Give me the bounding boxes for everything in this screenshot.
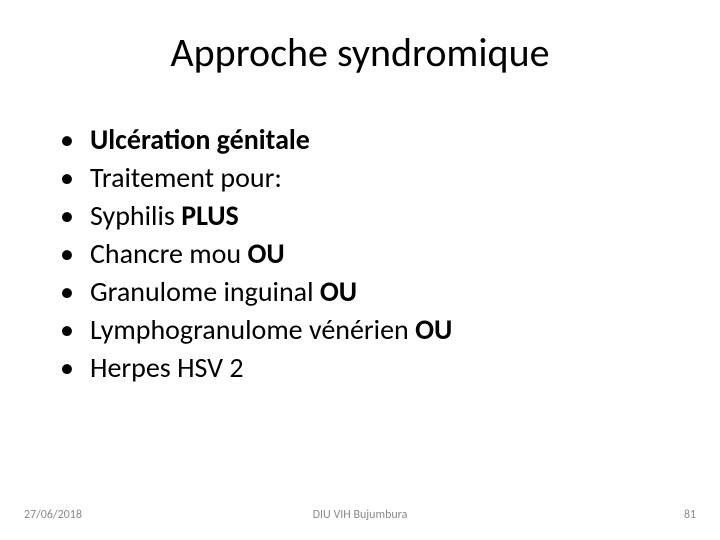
slide: Approche syndromique Ulcération génitale… <box>0 0 720 540</box>
bullet-plain: Herpes HSV 2 <box>90 350 244 385</box>
bullet-bold: Ulcération génitale <box>90 122 310 157</box>
bullet-plain: Lymphogranulome vénérien <box>90 312 415 347</box>
list-item: Traitement pour: <box>60 159 672 197</box>
list-item: Chancre mou OU <box>60 235 672 273</box>
bullet-list: Ulcération génitale Traitement pour: Syp… <box>48 121 672 388</box>
footer-page: 81 <box>684 508 696 522</box>
bullet-bold: PLUS <box>181 198 239 233</box>
bullet-plain: Syphilis <box>90 198 181 233</box>
bullet-bold: OU <box>415 312 452 347</box>
bullet-plain: Traitement pour: <box>90 160 282 195</box>
footer-date: 27/06/2018 <box>24 508 82 522</box>
footer: 27/06/2018 DIU VIH Bujumbura 81 <box>0 508 720 522</box>
bullet-plain: Granulome inguinal <box>90 274 320 309</box>
bullet-plain: Chancre mou <box>90 236 247 271</box>
bullet-bold: OU <box>320 274 357 309</box>
list-item: Herpes HSV 2 <box>60 349 672 387</box>
list-item: Lymphogranulome vénérien OU <box>60 311 672 349</box>
slide-title: Approche syndromique <box>48 28 672 77</box>
list-item: Ulcération génitale <box>60 121 672 159</box>
list-item: Granulome inguinal OU <box>60 273 672 311</box>
bullet-bold: OU <box>247 236 284 271</box>
list-item: Syphilis PLUS <box>60 197 672 235</box>
footer-center: DIU VIH Bujumbura <box>313 508 408 522</box>
